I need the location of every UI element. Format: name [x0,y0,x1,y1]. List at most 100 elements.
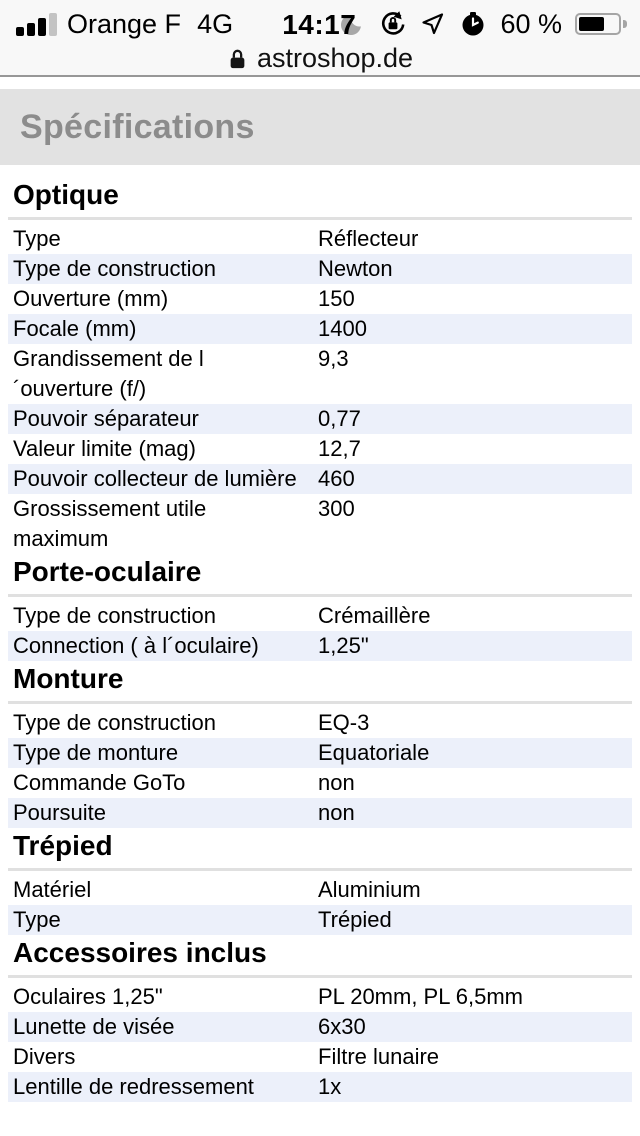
specifications-content: Optique Type Réflecteur Type de construc… [0,165,640,1102]
lock-icon [230,49,245,69]
moon-icon [339,10,367,38]
alarm-clock-icon [459,10,487,38]
status-right-group: 60 % [339,8,627,40]
spec-table: Oculaires 1,25" PL 20mm, PL 6,5mm Lunett… [8,982,632,1102]
spec-value: 12,7 [318,436,361,461]
spec-value: Filtre lunaire [318,1044,440,1069]
address-bar[interactable]: astroshop.de [0,42,640,75]
carrier-label: Orange F [67,8,182,39]
section-divider [8,217,632,220]
cell-signal-icon [16,12,57,36]
section-title: Monture [13,663,124,694]
spec-label: Oculaires 1,25" [13,984,163,1009]
spec-table: Type Réflecteur Type de construction New… [8,224,632,554]
spec-value: 1,25" [318,633,369,658]
spec-value: 0,77 [318,406,361,431]
spec-label: Type [13,907,61,932]
table-row: Type de monture Equatoriale [8,738,632,768]
page-title: Spécifications [20,107,255,146]
spec-label: Type de construction [13,710,217,735]
spec-value: 6x30 [318,1014,366,1039]
table-row: Type de construction Newton [8,254,632,284]
table-row: Type de construction EQ-3 [8,708,632,738]
spec-section: Porte-oculaire Type de construction Crém… [0,558,640,661]
table-row: Commande GoTo non [8,768,632,798]
spec-label: Type de monture [13,740,179,765]
table-row: Lentille de redressement 1x [8,1072,632,1102]
spec-section: Accessoires inclus Oculaires 1,25" PL 20… [0,939,640,1102]
spec-value: 1x [318,1074,342,1099]
spec-label: Type de construction [13,603,217,628]
spec-label: Ouverture (mm) [13,286,169,311]
spec-section: Optique Type Réflecteur Type de construc… [0,181,640,554]
table-row: Poursuite non [8,798,632,828]
table-row: Oculaires 1,25" PL 20mm, PL 6,5mm [8,982,632,1012]
table-row: Ouverture (mm) 150 [8,284,632,314]
section-title: Optique [13,179,119,210]
spec-value: non [318,770,355,795]
spec-value: EQ-3 [318,710,370,735]
spec-value: PL 20mm, PL 6,5mm [318,984,523,1009]
spec-section: Monture Type de construction EQ-3 Type d… [0,665,640,828]
status-left-group: Orange F 4G [16,9,233,40]
spec-section: Trépied Matériel Aluminium Type Trépied [0,832,640,935]
spec-label: Grandissement de l ´ouverture (f/) [13,346,204,401]
spec-value: Trépied [318,907,392,932]
spec-value: 9,3 [318,346,349,371]
table-row: Divers Filtre lunaire [8,1042,632,1072]
battery-percent-label: 60 % [500,8,562,39]
spec-label: Pouvoir collecteur de lumière [13,466,297,491]
status-bar: Orange F 4G 14:17 [0,0,640,42]
spec-value: Crémaillère [318,603,431,628]
spec-value: 150 [318,286,355,311]
section-title: Trépied [13,830,113,861]
table-row: Lunette de visée 6x30 [8,1012,632,1042]
table-row: Focale (mm) 1400 [8,314,632,344]
spec-value: Aluminium [318,877,421,902]
spec-label: Valeur limite (mag) [13,436,196,461]
spec-table: Type de construction Crémaillère Connect… [8,601,632,661]
spec-table: Type de construction EQ-3 Type de montur… [8,708,632,828]
rotation-lock-icon [379,10,407,38]
table-row: Connection ( à l´oculaire) 1,25" [8,631,632,661]
section-divider [8,975,632,978]
table-row: Type Trépied [8,905,632,935]
spec-label: Grossissement utile maximum [13,496,207,551]
section-title: Accessoires inclus [13,937,267,968]
table-row: Type Réflecteur [8,224,632,254]
spec-label: Lentille de redressement [13,1074,254,1099]
table-row: Matériel Aluminium [8,875,632,905]
spec-label: Type [13,226,61,251]
spec-label: Matériel [13,877,92,902]
spec-label: Divers [13,1044,76,1069]
table-row: Valeur limite (mag) 12,7 [8,434,632,464]
spec-value: Réflecteur [318,226,419,251]
table-row: Pouvoir séparateur 0,77 [8,404,632,434]
spec-value: Newton [318,256,393,281]
section-divider [8,701,632,704]
spec-label: Focale (mm) [13,316,137,341]
spec-value: 460 [318,466,355,491]
section-divider [8,594,632,597]
battery-icon [575,13,627,35]
url-domain-label: astroshop.de [256,43,414,73]
spec-value: Equatoriale [318,740,430,765]
safari-chrome: Orange F 4G 14:17 [0,0,640,77]
spec-label: Pouvoir séparateur [13,406,199,431]
section-title: Porte-oculaire [13,556,202,587]
table-row: Grossissement utile maximum 300 [8,494,632,554]
spec-label: Poursuite [13,800,106,825]
spec-label: Commande GoTo [13,770,186,795]
table-row: Grandissement de l ´ouverture (f/) 9,3 [8,344,632,404]
table-row: Type de construction Crémaillère [8,601,632,631]
spec-value: 300 [318,496,355,521]
table-row: Pouvoir collecteur de lumière 460 [8,464,632,494]
spec-label: Type de construction [13,256,217,281]
spec-label: Lunette de visée [13,1014,175,1039]
section-divider [8,868,632,871]
spec-table: Matériel Aluminium Type Trépied [8,875,632,935]
spec-label: Connection ( à l´oculaire) [13,633,259,658]
spec-value: non [318,800,355,825]
location-arrow-icon [420,11,446,37]
spec-value: 1400 [318,316,367,341]
